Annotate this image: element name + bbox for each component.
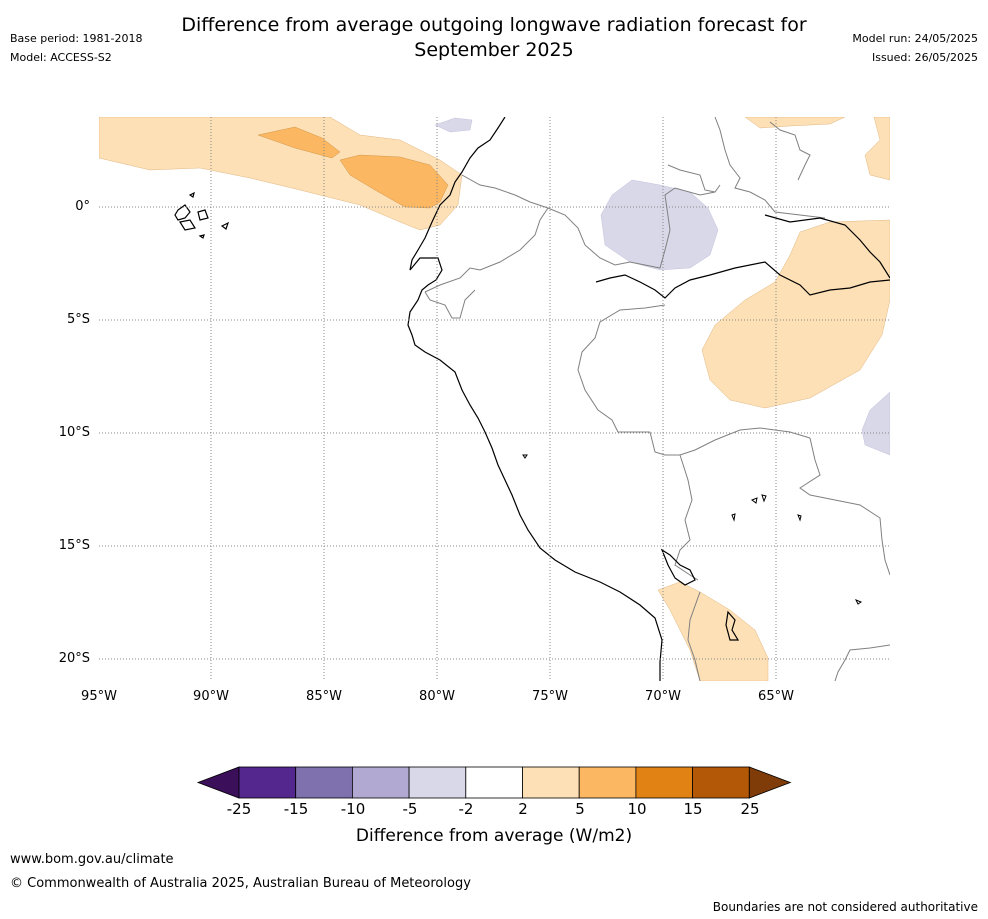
coastline — [407, 117, 890, 681]
country-borders — [424, 117, 890, 681]
colorbar — [196, 766, 792, 799]
anomaly-area-light-orange-nw — [99, 117, 463, 231]
model-name: Model: ACCESS-S2 — [10, 51, 112, 64]
colorbar-title: Difference from average (W/m2) — [355, 826, 633, 846]
lon-label-90w: 90°W — [193, 689, 229, 704]
lon-label-80w: 80°W — [419, 689, 455, 704]
colorbar-tick-minus5: -5 — [402, 800, 418, 818]
colorbar-tick-5: 5 — [575, 800, 585, 818]
lat-label-0: 0° — [75, 199, 90, 214]
colorbar-extend-high — [748, 766, 792, 799]
colorbar-tick-10: 10 — [627, 800, 647, 818]
colorbar-segment — [295, 766, 353, 799]
colorbar-tick-minus15: -15 — [283, 800, 309, 818]
lon-label-75w: 75°W — [532, 689, 568, 704]
lon-label-70w: 70°W — [645, 689, 681, 704]
model-run: Model run: 24/05/2025 — [852, 32, 978, 45]
issued-date: Issued: 26/05/2025 — [871, 51, 978, 64]
colorbar-tick-25: 25 — [740, 800, 760, 818]
colorbar-segment — [522, 766, 580, 799]
lon-label-95w: 95°W — [81, 689, 117, 704]
anomaly-area-light-orange-east — [701, 219, 890, 409]
colorbar-segment — [578, 766, 637, 799]
small-lakes — [522, 454, 863, 605]
colorbar-extend-low — [196, 766, 240, 799]
lon-label-85w: 85°W — [306, 689, 342, 704]
anomaly-area-light-orange-south — [657, 581, 769, 681]
anomaly-area-orange-nw2 — [339, 154, 449, 209]
colorbar-segment — [238, 766, 297, 799]
colorbar-segment — [351, 766, 410, 799]
map-plot-area — [99, 117, 890, 681]
graticule — [99, 117, 890, 681]
lon-label-65w: 65°W — [758, 689, 794, 704]
colorbar-segments — [196, 766, 792, 799]
anomaly-area-lavender-east — [861, 391, 890, 456]
title-line-1: Difference from average outgoing longwav… — [181, 14, 807, 36]
title-line-2: September 2025 — [414, 39, 574, 61]
anomaly-area-orange-nw1 — [257, 126, 341, 159]
lat-label-20s: 20°S — [58, 651, 90, 666]
base-period: Base period: 1981-2018 — [10, 32, 143, 45]
anomaly-area-lavender-north — [600, 179, 719, 271]
colorbar-segment — [635, 766, 693, 799]
lat-label-10s: 10°S — [58, 425, 90, 440]
footer-copyright: © Commonwealth of Australia 2025, Austra… — [10, 876, 471, 891]
anomaly-area-light-orange-ne2 — [864, 117, 890, 181]
colorbar-tick-15: 15 — [683, 800, 703, 818]
lat-label-5s: 5°S — [66, 312, 90, 327]
footer-disclaimer: Boundaries are not considered authoritat… — [712, 900, 978, 914]
anomaly-area-lavender-small — [434, 117, 473, 133]
colorbar-segment — [465, 766, 523, 799]
map-svg — [99, 117, 890, 681]
map-title: Difference from average outgoing longwav… — [144, 13, 844, 63]
lat-label-15s: 15°S — [58, 538, 90, 553]
footer-url[interactable]: www.bom.gov.au/climate — [10, 852, 174, 867]
colorbar-segment — [692, 766, 750, 799]
colorbar-tick-minus25: -25 — [226, 800, 252, 818]
galapagos-islands — [174, 191, 230, 239]
anomaly-area-light-orange-ne — [744, 117, 846, 129]
colorbar-tick-minus10: -10 — [340, 800, 366, 818]
colorbar-tick-2: 2 — [518, 800, 528, 818]
colorbar-segment — [408, 766, 467, 799]
colorbar-tick-minus2: -2 — [458, 800, 474, 818]
